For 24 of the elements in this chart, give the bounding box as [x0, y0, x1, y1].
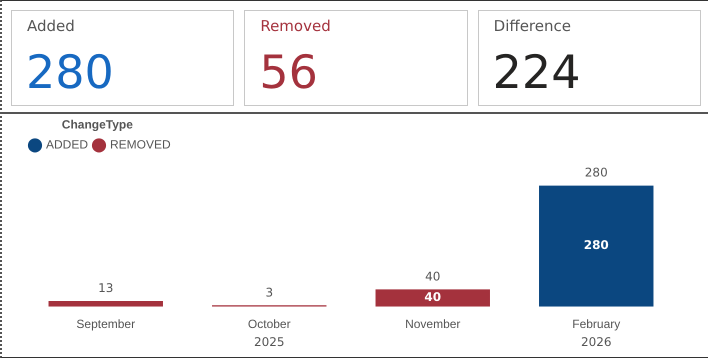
total-label: 280	[584, 166, 608, 180]
x-tick-label: October	[248, 317, 291, 332]
data-label: 40	[424, 290, 442, 304]
data-label: 280	[26, 45, 114, 99]
data-label: 224	[492, 45, 580, 99]
bar	[376, 289, 490, 307]
total-label: 13	[98, 281, 114, 296]
x-tick-label: February	[572, 317, 620, 332]
bar	[539, 186, 654, 307]
category-label: Difference	[494, 17, 571, 35]
x-tick-label: November	[405, 317, 460, 332]
data-label: 56	[259, 45, 318, 99]
legend-title: ChangeType	[62, 117, 134, 132]
text: 2025	[254, 335, 285, 350]
bar	[48, 300, 163, 307]
text: 2026	[580, 335, 612, 350]
category-label: Added	[27, 17, 75, 35]
x-tick-label: September	[76, 317, 136, 332]
total-label: 40	[425, 269, 440, 284]
legend-label: REMOVED	[110, 138, 172, 152]
total-label: 3	[265, 285, 274, 300]
category-label: Removed	[260, 17, 331, 35]
legend-label: ADDED	[46, 138, 88, 152]
data-label: 280	[584, 238, 609, 252]
